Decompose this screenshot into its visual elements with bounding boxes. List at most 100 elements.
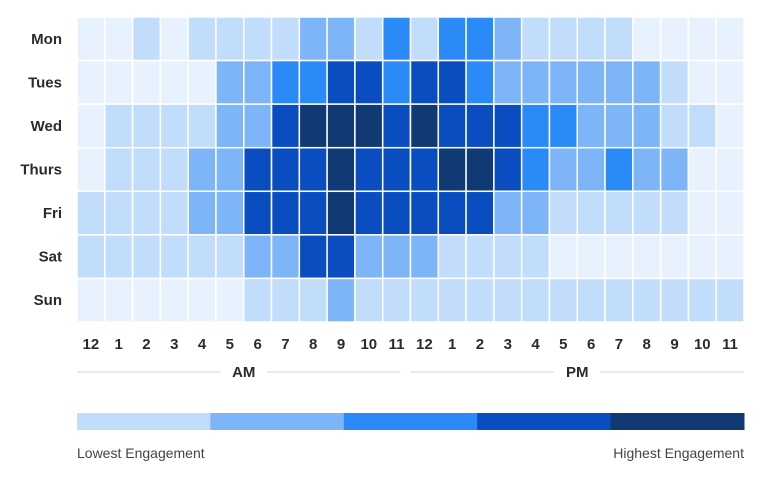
heatmap-cell-wed-8 [298, 103, 328, 149]
heatmap-cell-wed-15 [493, 103, 523, 149]
heatmap-cell-sat-18 [576, 234, 606, 280]
heatmap-cell-mon-1 [104, 16, 134, 62]
heatmap-cell-mon-23 [715, 16, 745, 62]
heatmap-cell-sun-14 [465, 277, 495, 323]
heatmap-cell-mon-19 [604, 16, 634, 62]
hour-label-6: 6 [253, 336, 261, 353]
heatmap-cell-tues-3 [159, 59, 189, 105]
heatmap-cell-sun-19 [604, 277, 634, 323]
heatmap-cell-fri-11 [381, 190, 412, 236]
heatmap-cell-mon-20 [632, 16, 662, 62]
heatmap-cell-wed-7 [270, 103, 301, 149]
hour-label-15: 3 [504, 336, 512, 353]
heatmap-cell-mon-7 [270, 16, 301, 62]
heatmap-cell-sat-19 [604, 234, 634, 280]
heatmap-cell-thurs-16 [520, 146, 551, 193]
heatmap-cell-wed-20 [632, 103, 662, 149]
hour-label-7: 7 [281, 336, 289, 353]
hour-label-12: 12 [416, 336, 433, 353]
legend-swatch-4 [610, 413, 745, 430]
heatmap-cell-wed-14 [465, 103, 495, 149]
heatmap-cell-sun-3 [159, 277, 189, 323]
heatmap-cell-thurs-0 [76, 146, 106, 193]
day-label-sun: Sun [34, 292, 62, 309]
heatmap-cell-wed-4 [187, 103, 217, 149]
heatmap-cell-sun-6 [243, 277, 273, 323]
heatmap-cell-fri-16 [520, 190, 551, 236]
day-labels: Mon Tues Wed Thurs Fri Sat Sun [20, 31, 62, 309]
heatmap-cell-wed-2 [131, 103, 162, 149]
heatmap-cell-tues-10 [354, 59, 384, 105]
heatmap-cell-sat-8 [298, 234, 328, 280]
heatmap-cell-fri-12 [409, 190, 440, 236]
heatmap-cell-tues-1 [104, 59, 134, 105]
hour-label-21: 9 [670, 336, 678, 353]
heatmap-cell-fri-2 [131, 190, 162, 236]
heatmap-cell-mon-15 [493, 16, 523, 62]
heatmap-cell-sun-23 [715, 277, 745, 323]
hour-label-23: 11 [722, 336, 738, 353]
heatmap-cell-thurs-13 [437, 146, 467, 193]
heatmap-cell-thurs-4 [187, 146, 217, 193]
heatmap-cell-sat-11 [381, 234, 412, 280]
heatmap-cell-thurs-14 [465, 146, 495, 193]
heatmap-cell-wed-0 [76, 103, 106, 149]
heatmap-cell-tues-15 [493, 59, 523, 105]
heatmap-cell-sat-17 [548, 234, 578, 280]
heatmap-cell-tues-4 [187, 59, 217, 105]
legend-swatch-3 [477, 413, 612, 430]
heatmap-cell-mon-14 [465, 16, 495, 62]
heatmap-cell-sat-13 [437, 234, 467, 280]
hour-label-2: 2 [142, 336, 150, 353]
heatmap-cell-fri-22 [687, 190, 717, 236]
heatmap-cell-tues-7 [270, 59, 301, 105]
heatmap-cell-sat-9 [326, 234, 356, 280]
period-label-pm: PM [566, 364, 589, 381]
heatmap-cell-sun-15 [493, 277, 523, 323]
heatmap-cell-mon-0 [76, 16, 106, 62]
hour-label-5: 5 [226, 336, 234, 353]
heatmap-cell-mon-6 [243, 16, 273, 62]
heatmap-cell-thurs-19 [604, 146, 634, 193]
hour-label-14: 2 [476, 336, 484, 353]
heatmap-cell-sun-12 [409, 277, 440, 323]
heatmap-cell-mon-2 [131, 16, 162, 62]
legend-swatches [77, 413, 745, 430]
heatmap-cell-fri-1 [104, 190, 134, 236]
heatmap-cell-tues-11 [381, 59, 412, 105]
heatmap-cell-fri-8 [298, 190, 328, 236]
hour-label-20: 8 [643, 336, 651, 353]
heatmap-cell-thurs-20 [632, 146, 662, 193]
heatmap-cell-sun-10 [354, 277, 384, 323]
heatmap-cell-sun-20 [632, 277, 662, 323]
hour-label-13: 1 [448, 336, 456, 353]
heatmap-cell-wed-13 [437, 103, 467, 149]
heatmap-cell-thurs-6 [243, 146, 273, 193]
heatmap-cell-fri-15 [493, 190, 523, 236]
heatmap-cell-wed-11 [381, 103, 412, 149]
heatmap-cell-sat-5 [215, 234, 245, 280]
heatmap-cell-fri-4 [187, 190, 217, 236]
heatmap-cell-wed-12 [409, 103, 440, 149]
engagement-legend: Lowest Engagement Highest Engagement [77, 413, 745, 461]
heatmap-cell-fri-17 [548, 190, 578, 236]
heatmap-cell-thurs-3 [159, 146, 189, 193]
legend-low-label: Lowest Engagement [77, 445, 205, 461]
legend-swatch-0 [77, 413, 211, 430]
heatmap-cell-fri-7 [270, 190, 301, 236]
hour-label-9: 9 [337, 336, 345, 353]
heatmap-cell-mon-21 [659, 16, 690, 62]
hour-label-0: 12 [83, 336, 100, 353]
heatmap-cell-wed-17 [548, 103, 578, 149]
heatmap-cell-sat-3 [159, 234, 189, 280]
heatmap-cell-tues-2 [131, 59, 162, 105]
heatmap-cell-fri-23 [715, 190, 745, 236]
heatmap-cell-thurs-11 [381, 146, 412, 193]
heatmap-cell-tues-0 [76, 59, 106, 105]
heatmap-cell-sat-22 [687, 234, 717, 280]
heatmap-cell-thurs-8 [298, 146, 328, 193]
heatmap-cell-wed-23 [715, 103, 745, 149]
heatmap-cell-mon-3 [159, 16, 189, 62]
period-label-am: AM [232, 364, 255, 381]
